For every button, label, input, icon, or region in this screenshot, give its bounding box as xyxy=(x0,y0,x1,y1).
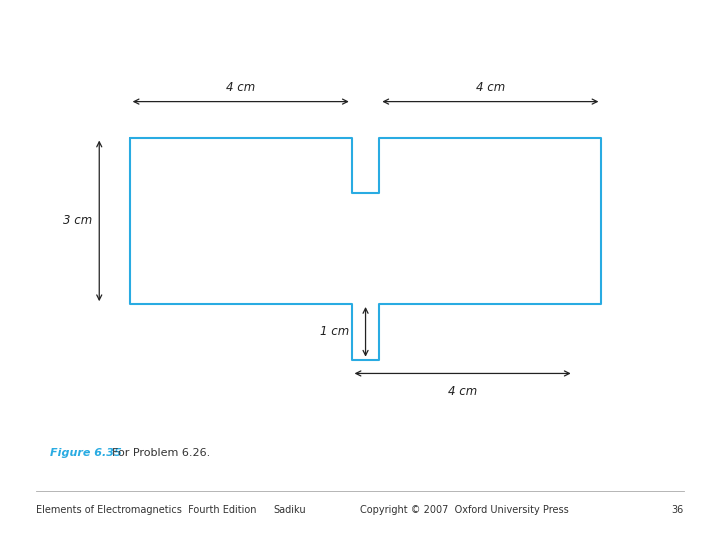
Text: 36: 36 xyxy=(672,505,684,515)
Text: 4 cm: 4 cm xyxy=(226,82,256,94)
Text: 1 cm: 1 cm xyxy=(320,325,349,339)
Text: Copyright © 2007  Oxford University Press: Copyright © 2007 Oxford University Press xyxy=(360,505,569,515)
Text: 4 cm: 4 cm xyxy=(448,384,477,397)
Text: Elements of Electromagnetics  Fourth Edition: Elements of Electromagnetics Fourth Edit… xyxy=(36,505,256,515)
Text: 3 cm: 3 cm xyxy=(63,214,92,227)
Text: Figure 6.35: Figure 6.35 xyxy=(50,448,122,458)
Text: Sadiku: Sadiku xyxy=(274,505,306,515)
Text: 4 cm: 4 cm xyxy=(476,82,505,94)
Text: For Problem 6.26.: For Problem 6.26. xyxy=(112,448,210,458)
